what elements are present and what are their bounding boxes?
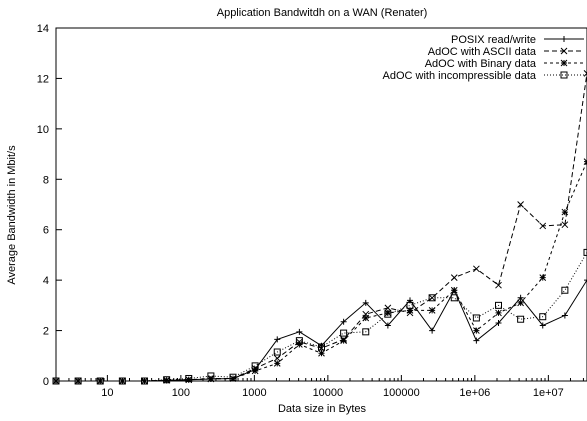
axis-ticks: 0 2 4 6 8 10 12 14 10 100 1000 10000 100000 1e+06 1e+0… (37, 23, 584, 399)
data-point (428, 294, 436, 302)
data-point (318, 349, 325, 357)
legend-marker (560, 47, 568, 55)
legend-marker (560, 59, 568, 67)
series-line (56, 73, 587, 382)
x-tick-label: 1e+06 (459, 387, 490, 399)
data-point (251, 362, 259, 370)
series-4 (52, 248, 587, 385)
chart-title: Application Bandwitdh on a WAN (Renater) (217, 7, 428, 19)
data-point (472, 314, 480, 322)
data-point (163, 376, 171, 384)
data-point (362, 328, 370, 336)
series-group (52, 70, 587, 385)
data-point (561, 286, 569, 294)
data-point (406, 307, 414, 314)
x-tick-label: 1e+07 (533, 387, 564, 399)
data-point (517, 315, 525, 323)
data-point (583, 70, 587, 77)
data-point (517, 299, 524, 307)
data-point (384, 310, 392, 318)
data-point (450, 294, 458, 302)
data-point (428, 307, 436, 314)
data-point (473, 337, 480, 344)
data-point (406, 301, 414, 309)
data-point (340, 337, 347, 345)
legend-marker (561, 36, 567, 42)
x-axis-label: Data size in Bytes (278, 403, 367, 415)
data-point (340, 318, 347, 325)
legend-label: AdOC with Binary data (425, 58, 537, 70)
data-point (429, 327, 436, 334)
data-point (295, 337, 303, 345)
data-point (473, 327, 480, 334)
data-point (251, 367, 259, 375)
data-point (517, 294, 524, 301)
data-point (273, 359, 281, 367)
data-point (561, 221, 569, 229)
y-tick-label: 6 (43, 225, 49, 237)
data-point (495, 281, 502, 289)
data-point (473, 265, 480, 273)
series-line (56, 252, 587, 382)
data-point (584, 277, 587, 284)
data-point (539, 322, 546, 329)
data-point (362, 314, 370, 322)
data-point (561, 208, 569, 216)
y-tick-label: 8 (43, 174, 49, 186)
plot-frame (55, 27, 587, 382)
y-tick-label: 0 (43, 376, 49, 388)
series-1 (53, 277, 587, 384)
data-point (163, 376, 170, 384)
data-point (384, 309, 392, 317)
data-point (296, 341, 303, 348)
data-point (539, 274, 547, 281)
data-point (539, 222, 547, 230)
data-point (450, 274, 458, 281)
data-point (296, 328, 303, 335)
legend-label: AdOC with ASCII data (428, 46, 537, 58)
data-point (384, 322, 391, 329)
data-point (274, 336, 281, 343)
data-point (229, 373, 237, 381)
data-point (384, 304, 392, 312)
y-tick-label: 2 (43, 326, 49, 338)
data-point (273, 354, 281, 362)
y-tick-label: 14 (37, 23, 49, 35)
data-point (517, 201, 524, 208)
legend-label: AdOC with incompressible data (383, 70, 537, 82)
data-point (185, 376, 193, 384)
x-tick-label: 10 (101, 387, 113, 399)
y-tick-label: 12 (37, 73, 49, 85)
data-point (561, 312, 568, 319)
y-axis-label: Average Bandwidth in Mbit/s (6, 145, 18, 285)
y-tick-label: 10 (37, 124, 49, 136)
data-point (450, 286, 458, 294)
legend-marker (560, 71, 568, 79)
data-point (495, 320, 502, 327)
data-point (495, 309, 502, 317)
x-tick-label: 100 (172, 387, 190, 399)
x-tick-label: 100000 (383, 387, 420, 399)
data-point (207, 372, 215, 380)
y-tick-label: 4 (43, 275, 49, 287)
data-point (495, 301, 502, 309)
data-point (318, 343, 325, 351)
series-line (56, 279, 587, 382)
x-tick-label: 1000 (242, 387, 266, 399)
data-point (539, 313, 547, 321)
series-2 (52, 70, 587, 385)
data-point (273, 348, 281, 356)
data-point (362, 299, 369, 306)
legend-label: POSIX read/write (451, 34, 536, 46)
data-point (340, 329, 348, 337)
data-point (583, 248, 587, 256)
x-tick-label: 10000 (313, 387, 344, 399)
data-point (229, 375, 237, 382)
